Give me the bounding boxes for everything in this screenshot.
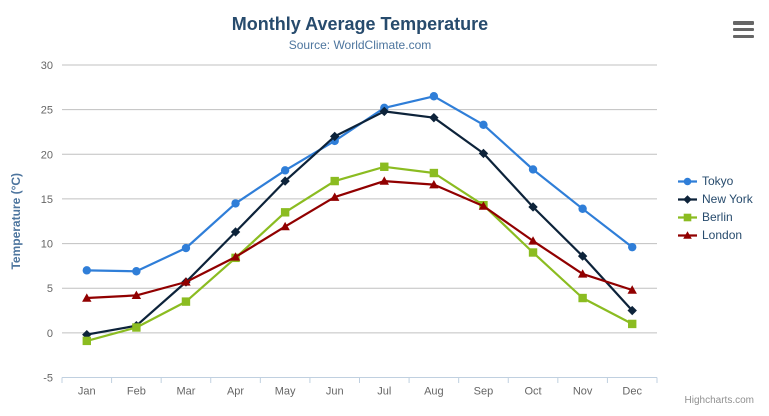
- series-tokyo: [82, 92, 637, 276]
- data-point-berlin[interactable]: [132, 323, 141, 332]
- x-axis-label: Jul: [377, 386, 391, 398]
- y-axis-label: 0: [47, 328, 53, 340]
- x-axis-label: Oct: [524, 386, 541, 398]
- x-axis-label: Jun: [326, 386, 344, 398]
- x-axis-label: May: [275, 386, 296, 398]
- legend-item-berlin[interactable]: Berlin: [678, 210, 753, 224]
- legend-item-tokyo[interactable]: Tokyo: [678, 174, 753, 188]
- data-point-tokyo[interactable]: [578, 204, 587, 213]
- data-point-london[interactable]: [280, 221, 290, 231]
- hamburger-bar: [733, 21, 754, 25]
- triangle-marker-icon: [678, 230, 697, 239]
- x-axis-label: Mar: [176, 386, 195, 398]
- data-point-tokyo[interactable]: [280, 166, 290, 175]
- data-point-london[interactable]: [528, 236, 538, 245]
- hamburger-menu-icon[interactable]: [733, 21, 754, 38]
- data-point-london[interactable]: [379, 176, 389, 185]
- data-point-tokyo[interactable]: [231, 199, 240, 208]
- diamond-marker-icon: [678, 194, 697, 204]
- series-new-york: [82, 106, 637, 340]
- data-point-berlin[interactable]: [528, 248, 538, 257]
- legend-label: London: [702, 228, 743, 242]
- data-point-tokyo[interactable]: [528, 165, 538, 174]
- series-line-new-york[interactable]: [85, 110, 634, 336]
- data-point-berlin[interactable]: [429, 168, 439, 178]
- data-point-tokyo[interactable]: [181, 243, 191, 253]
- y-axis-label: 5: [47, 283, 53, 295]
- y-axis-label: 15: [41, 194, 53, 206]
- data-point-new-york[interactable]: [577, 251, 588, 261]
- data-point-new-york[interactable]: [230, 227, 241, 237]
- y-axis-label: 30: [41, 60, 53, 72]
- data-point-new-york[interactable]: [330, 131, 340, 142]
- data-point-berlin[interactable]: [380, 162, 389, 171]
- diamond-marker-icon[interactable]: [683, 194, 692, 204]
- data-point-london[interactable]: [230, 252, 241, 261]
- data-point-tokyo[interactable]: [82, 266, 91, 275]
- data-point-new-york[interactable]: [429, 112, 439, 123]
- hamburger-bar: [733, 34, 754, 38]
- data-point-london[interactable]: [131, 290, 142, 300]
- x-axis-label: Dec: [622, 386, 642, 398]
- data-point-new-york[interactable]: [627, 305, 637, 316]
- legend: Tokyo New York Berlin London: [678, 174, 753, 242]
- y-axis-title: Temperature (°C): [9, 173, 23, 270]
- data-point-berlin[interactable]: [578, 293, 587, 303]
- x-axis-label: Sep: [474, 386, 494, 398]
- data-point-tokyo[interactable]: [429, 92, 439, 101]
- y-axis-label: 20: [41, 149, 53, 161]
- legend-label: Tokyo: [702, 174, 734, 188]
- data-point-london[interactable]: [429, 179, 439, 189]
- circle-marker-icon[interactable]: [683, 177, 692, 185]
- data-point-berlin[interactable]: [82, 336, 91, 346]
- data-point-new-york[interactable]: [478, 148, 489, 159]
- data-point-tokyo[interactable]: [628, 242, 637, 252]
- series-london: [82, 176, 637, 302]
- y-axis-label: 10: [41, 239, 53, 251]
- data-point-london[interactable]: [330, 192, 340, 201]
- data-point-london[interactable]: [627, 285, 637, 294]
- x-axis-label: Nov: [573, 386, 593, 398]
- hamburger-bar: [733, 27, 754, 32]
- square-marker-icon[interactable]: [683, 213, 692, 221]
- data-point-london[interactable]: [82, 293, 92, 302]
- legend-label: Berlin: [702, 210, 733, 224]
- x-axis-label: Apr: [227, 386, 244, 398]
- circle-marker-icon: [678, 177, 697, 185]
- x-axis-label: Aug: [424, 386, 444, 398]
- data-point-tokyo[interactable]: [132, 267, 141, 276]
- data-point-london[interactable]: [181, 277, 191, 286]
- y-axis-label: 25: [41, 105, 53, 117]
- triangle-marker-icon[interactable]: [683, 230, 692, 239]
- data-point-new-york[interactable]: [528, 202, 538, 212]
- series-line-tokyo[interactable]: [85, 95, 634, 273]
- data-point-london[interactable]: [478, 201, 489, 210]
- data-point-london[interactable]: [577, 269, 588, 278]
- data-point-new-york[interactable]: [280, 176, 290, 186]
- square-marker-icon: [678, 213, 697, 221]
- series-line-berlin[interactable]: [85, 165, 634, 342]
- data-point-berlin[interactable]: [628, 319, 637, 329]
- data-point-berlin[interactable]: [280, 208, 290, 217]
- legend-label: New York: [702, 192, 753, 206]
- legend-item-london[interactable]: London: [678, 228, 753, 242]
- series-line-london[interactable]: [85, 180, 634, 300]
- data-point-new-york[interactable]: [379, 106, 389, 117]
- data-point-tokyo[interactable]: [479, 120, 488, 130]
- credits-link[interactable]: Highcharts.com: [684, 395, 754, 406]
- x-axis-label: Jan: [78, 386, 96, 398]
- x-axis-label: Feb: [127, 386, 146, 398]
- legend-item-new-york[interactable]: New York: [678, 192, 753, 206]
- data-point-berlin[interactable]: [330, 176, 339, 186]
- y-axis-label: -5: [43, 373, 53, 385]
- data-point-berlin[interactable]: [181, 297, 191, 306]
